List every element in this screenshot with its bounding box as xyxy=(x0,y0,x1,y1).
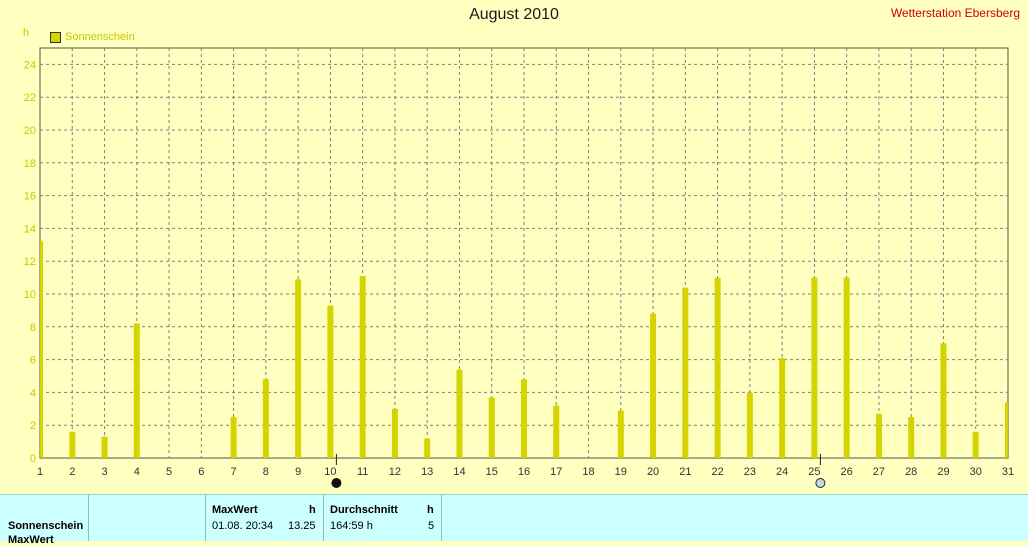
x-tick-label: 10 xyxy=(324,466,336,478)
x-tick-label: 9 xyxy=(295,466,301,478)
data-bar xyxy=(972,431,979,458)
x-tick-label: 3 xyxy=(101,466,107,478)
y-tick-label: 10 xyxy=(24,289,36,301)
durchschnitt-total: 164:59 h xyxy=(330,520,373,532)
data-bar xyxy=(521,379,527,458)
row-label-2: MaxWert xyxy=(8,534,54,546)
table-divider xyxy=(323,495,324,541)
durchschnitt-value: 5 xyxy=(428,520,435,532)
y-tick-label: 18 xyxy=(24,158,36,170)
data-bar xyxy=(456,369,463,458)
x-tick-label: 1 xyxy=(37,466,43,478)
x-tick-label: 12 xyxy=(389,466,401,478)
data-bar xyxy=(940,343,947,458)
x-tick-label: 24 xyxy=(776,466,788,478)
x-tick-label: 20 xyxy=(647,466,659,478)
y-axis-unit: h xyxy=(23,27,30,39)
legend: Sonnenschein xyxy=(50,31,135,43)
table-divider xyxy=(441,495,442,541)
y-tick-label: 16 xyxy=(24,191,36,203)
data-bar xyxy=(327,305,334,458)
x-tick-label: 30 xyxy=(970,466,982,478)
x-tick-label: 13 xyxy=(421,466,433,478)
x-tick-label: 26 xyxy=(841,466,853,478)
x-tick-label: 23 xyxy=(744,466,756,478)
x-tick-label: 2 xyxy=(69,466,75,478)
data-bar xyxy=(714,277,721,458)
x-tick-label: 16 xyxy=(518,466,530,478)
maxwert-header: MaxWert xyxy=(212,504,258,516)
data-bar xyxy=(295,279,302,458)
x-tick-label: 5 xyxy=(166,466,172,478)
x-tick-label: 11 xyxy=(357,466,368,478)
x-tick-label: 19 xyxy=(615,466,627,478)
data-bar xyxy=(40,240,43,458)
legend-label: Sonnenschein xyxy=(65,31,135,43)
y-tick-label: 22 xyxy=(24,92,36,104)
x-tick-label: 18 xyxy=(582,466,594,478)
data-bar xyxy=(811,277,818,458)
x-tick-label: 17 xyxy=(550,466,562,478)
chart-title: August 2010 xyxy=(469,6,559,23)
data-bar xyxy=(262,379,269,458)
data-bar xyxy=(391,408,398,458)
table-divider xyxy=(205,495,206,541)
x-tick-label: 6 xyxy=(198,466,204,478)
x-tick-label: 31 xyxy=(1002,466,1014,478)
data-bar xyxy=(553,405,560,458)
x-tick-label: 4 xyxy=(134,466,140,478)
data-bar xyxy=(69,431,76,458)
data-bar xyxy=(875,413,882,458)
y-tick-label: 14 xyxy=(24,223,36,235)
legend-swatch xyxy=(50,31,61,43)
maxwert-value: 13.25 xyxy=(288,520,316,532)
data-bar xyxy=(682,287,689,458)
x-tick-label: 14 xyxy=(453,466,465,478)
x-tick-label: 28 xyxy=(905,466,917,478)
new-moon-icon xyxy=(331,478,342,488)
table-divider xyxy=(88,495,89,541)
x-tick-label: 25 xyxy=(808,466,820,478)
x-tick-label: 7 xyxy=(231,466,237,478)
data-bar xyxy=(908,417,915,458)
y-tick-label: 6 xyxy=(30,355,36,367)
maxwert-unit: h xyxy=(309,504,316,516)
data-bar xyxy=(359,275,366,458)
y-tick-label: 2 xyxy=(30,420,36,432)
x-tick-label: 21 xyxy=(679,466,691,478)
full-moon-icon xyxy=(815,478,826,488)
y-tick-label: 12 xyxy=(24,256,36,268)
y-tick-label: 0 xyxy=(30,453,36,465)
summary-table: MaxWert h Durchschnitt h Sonnenschein 01… xyxy=(0,494,1028,546)
durchschnitt-header: Durchschnitt xyxy=(330,504,398,516)
data-bar xyxy=(488,397,495,458)
data-bar xyxy=(746,392,753,458)
data-bar xyxy=(424,438,431,458)
data-bar xyxy=(617,410,624,458)
chart-area: 0 2 4 6 8 10 12 14 16 18 20 22 24 1 2 3 4 5 6 7 8 9 10 11 12 13 14… xyxy=(23,6,1020,488)
x-tick-label: 29 xyxy=(937,466,949,478)
y-tick-label: 4 xyxy=(30,387,36,399)
y-tick-label: 20 xyxy=(24,125,36,137)
durchschnitt-unit: h xyxy=(427,504,434,516)
row-label: Sonnenschein xyxy=(8,520,84,532)
y-tick-label: 8 xyxy=(30,322,36,334)
data-bar xyxy=(650,313,657,458)
x-tick-label: 27 xyxy=(873,466,885,478)
data-bar xyxy=(843,277,850,458)
data-bar xyxy=(779,357,786,458)
x-tick-label: 15 xyxy=(486,466,498,478)
station-name: Wetterstation Ebersberg xyxy=(890,6,1020,20)
x-tick-label: 22 xyxy=(711,466,723,478)
y-tick-label: 24 xyxy=(24,59,36,71)
x-tick-label: 8 xyxy=(263,466,269,478)
data-bar xyxy=(1005,402,1008,458)
maxwert-date: 01.08. 20:34 xyxy=(212,520,274,532)
data-bar xyxy=(230,417,237,458)
data-bar xyxy=(133,323,140,458)
data-bar xyxy=(101,436,108,458)
